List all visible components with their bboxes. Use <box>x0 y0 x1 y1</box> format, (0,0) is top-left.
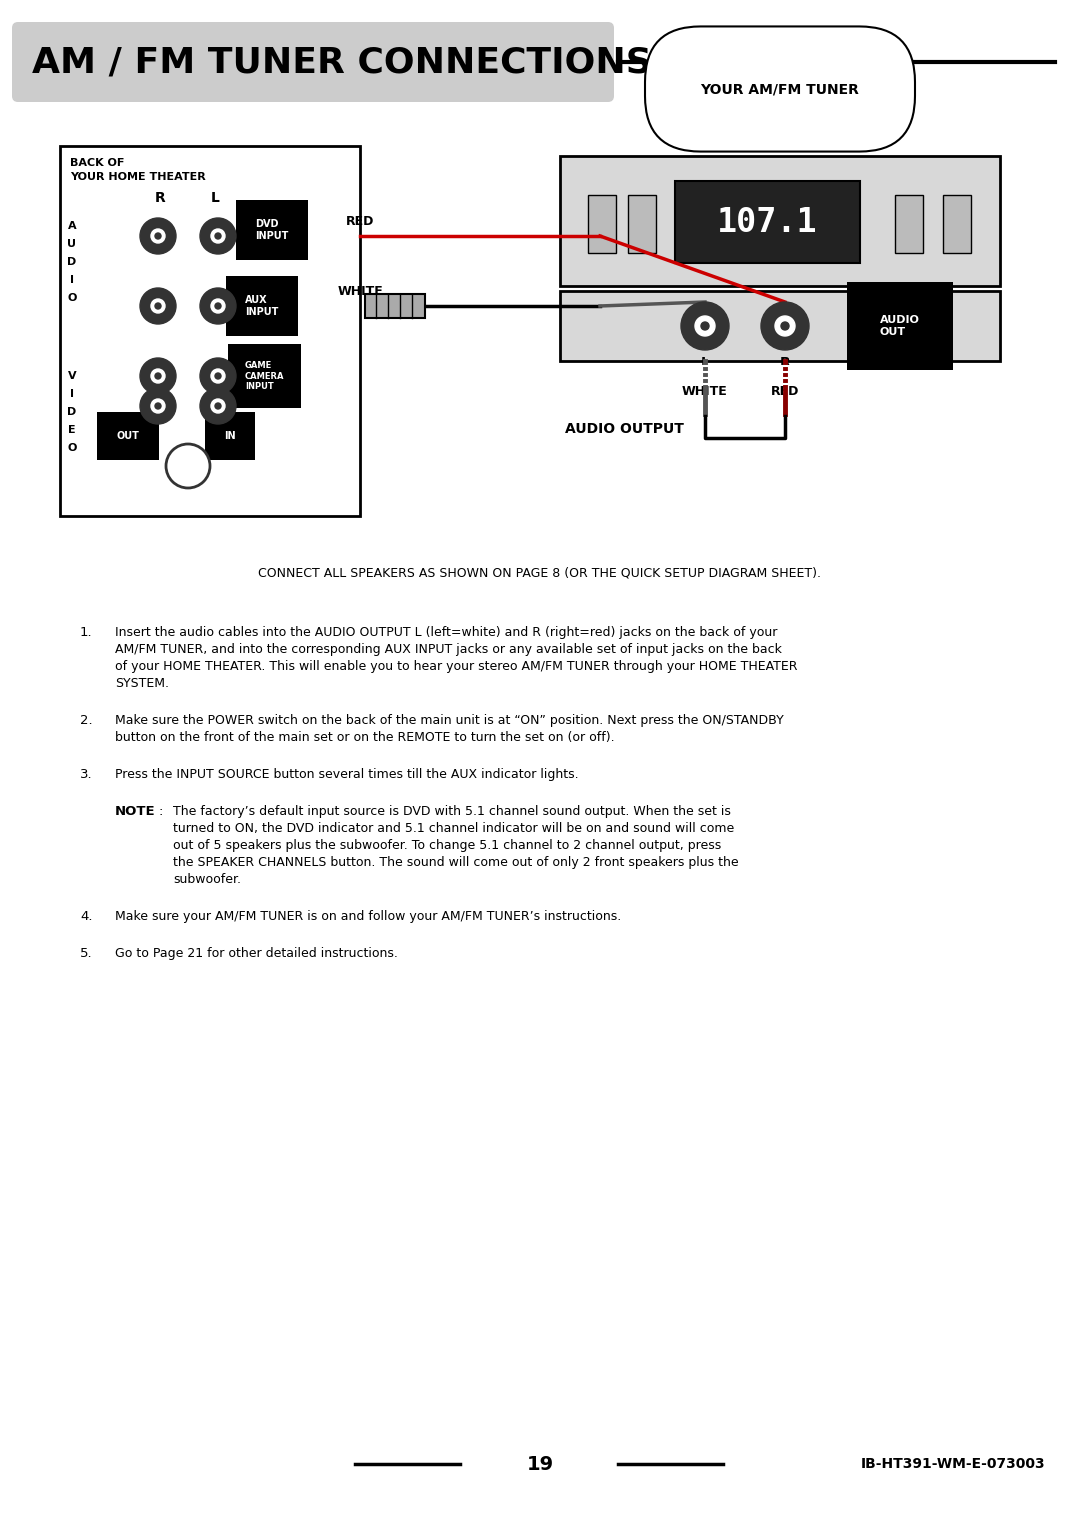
Circle shape <box>211 398 225 414</box>
Text: SYSTEM.: SYSTEM. <box>114 678 168 690</box>
Text: 5.: 5. <box>80 948 93 960</box>
Text: DVD
INPUT: DVD INPUT <box>255 220 288 241</box>
Text: 19: 19 <box>526 1454 554 1474</box>
Bar <box>561 291 1000 362</box>
Text: U: U <box>67 240 77 249</box>
Text: 3.: 3. <box>80 768 93 781</box>
Text: The factory’s default input source is DVD with 5.1 channel sound output. When th: The factory’s default input source is DV… <box>173 806 731 818</box>
Circle shape <box>215 233 221 240</box>
Bar <box>561 156 1000 285</box>
Text: Go to Page 21 for other detailed instructions.: Go to Page 21 for other detailed instruc… <box>114 948 397 960</box>
Text: RED: RED <box>346 215 374 227</box>
Text: RED: RED <box>771 385 799 397</box>
Circle shape <box>200 359 237 394</box>
Text: IN: IN <box>225 430 235 441</box>
Text: BACK OF: BACK OF <box>70 159 124 168</box>
Text: IB-HT391-WM-E-073003: IB-HT391-WM-E-073003 <box>861 1457 1045 1471</box>
Circle shape <box>156 233 161 240</box>
Circle shape <box>140 388 176 424</box>
Circle shape <box>151 299 165 313</box>
Text: out of 5 speakers plus the subwoofer. To change 5.1 channel to 2 channel output,: out of 5 speakers plus the subwoofer. To… <box>173 839 721 852</box>
Circle shape <box>215 372 221 378</box>
Text: subwoofer.: subwoofer. <box>173 873 241 887</box>
Circle shape <box>211 299 225 313</box>
Circle shape <box>211 369 225 383</box>
Text: NOTE: NOTE <box>114 806 156 818</box>
Text: Make sure the POWER switch on the back of the main unit is at “ON” position. Nex: Make sure the POWER switch on the back o… <box>114 714 784 726</box>
Text: GAME
CAMERA
INPUT: GAME CAMERA INPUT <box>245 362 284 391</box>
Circle shape <box>215 403 221 409</box>
Circle shape <box>200 388 237 424</box>
Text: I: I <box>70 275 75 285</box>
Text: WHITE: WHITE <box>683 385 728 397</box>
Circle shape <box>775 316 795 336</box>
Bar <box>365 295 426 317</box>
Circle shape <box>156 403 161 409</box>
Text: of your HOME THEATER. This will enable you to hear your stereo AM/FM TUNER throu: of your HOME THEATER. This will enable y… <box>114 661 797 673</box>
Circle shape <box>151 369 165 383</box>
Circle shape <box>140 288 176 324</box>
Text: AM / FM TUNER CONNECTIONS: AM / FM TUNER CONNECTIONS <box>32 44 652 79</box>
Circle shape <box>761 302 809 349</box>
Bar <box>588 195 616 253</box>
Bar <box>60 146 360 516</box>
Text: YOUR AM/FM TUNER: YOUR AM/FM TUNER <box>701 82 860 96</box>
Text: O: O <box>67 293 77 304</box>
Circle shape <box>140 218 176 253</box>
Text: AUDIO
OUT: AUDIO OUT <box>880 316 920 337</box>
Text: Press the INPUT SOURCE button several times till the AUX indicator lights.: Press the INPUT SOURCE button several ti… <box>114 768 579 781</box>
Text: AUX
INPUT: AUX INPUT <box>245 295 279 317</box>
Text: 1.: 1. <box>80 626 93 639</box>
Text: L: L <box>211 191 219 204</box>
Text: :: : <box>159 806 163 818</box>
Circle shape <box>211 229 225 243</box>
Text: L: L <box>701 356 710 369</box>
Circle shape <box>200 288 237 324</box>
Text: WHITE: WHITE <box>337 285 383 298</box>
Circle shape <box>701 322 708 330</box>
Text: AM/FM TUNER, and into the corresponding AUX INPUT jacks or any available set of : AM/FM TUNER, and into the corresponding … <box>114 642 782 656</box>
Circle shape <box>156 304 161 308</box>
Circle shape <box>681 302 729 349</box>
Text: turned to ON, the DVD indicator and 5.1 channel indicator will be on and sound w: turned to ON, the DVD indicator and 5.1 … <box>173 823 734 835</box>
FancyBboxPatch shape <box>12 21 615 102</box>
Circle shape <box>151 229 165 243</box>
Text: 4.: 4. <box>80 909 93 923</box>
Circle shape <box>156 372 161 378</box>
Text: AUDIO OUTPUT: AUDIO OUTPUT <box>565 423 684 436</box>
Bar <box>895 195 923 253</box>
Text: 107.1: 107.1 <box>717 206 818 238</box>
Text: E: E <box>68 426 76 435</box>
Text: R: R <box>780 356 791 369</box>
Circle shape <box>781 322 789 330</box>
Bar <box>943 195 971 253</box>
Text: R: R <box>154 191 165 204</box>
Text: YOUR HOME THEATER: YOUR HOME THEATER <box>70 172 206 182</box>
Text: Make sure your AM/FM TUNER is on and follow your AM/FM TUNER’s instructions.: Make sure your AM/FM TUNER is on and fol… <box>114 909 621 923</box>
Bar <box>675 182 860 262</box>
Text: Insert the audio cables into the AUDIO OUTPUT L (left=white) and R (right=red) j: Insert the audio cables into the AUDIO O… <box>114 626 778 639</box>
Text: CONNECT ALL SPEAKERS AS SHOWN ON PAGE 8 (OR THE QUICK SETUP DIAGRAM SHEET).: CONNECT ALL SPEAKERS AS SHOWN ON PAGE 8 … <box>258 566 822 578</box>
Circle shape <box>215 304 221 308</box>
Text: I: I <box>70 389 75 398</box>
Text: O: O <box>67 443 77 453</box>
Text: A: A <box>68 221 77 230</box>
Text: D: D <box>67 407 77 417</box>
Text: D: D <box>67 256 77 267</box>
Text: button on the front of the main set or on the REMOTE to turn the set on (or off): button on the front of the main set or o… <box>114 731 615 745</box>
Circle shape <box>696 316 715 336</box>
Circle shape <box>140 359 176 394</box>
Bar <box>627 195 656 253</box>
Text: OUT: OUT <box>117 430 139 441</box>
Circle shape <box>166 444 210 488</box>
Text: the SPEAKER CHANNELS button. The sound will come out of only 2 front speakers pl: the SPEAKER CHANNELS button. The sound w… <box>173 856 739 868</box>
Text: 2.: 2. <box>80 714 93 726</box>
Circle shape <box>151 398 165 414</box>
Circle shape <box>200 218 237 253</box>
Text: V: V <box>68 371 77 382</box>
